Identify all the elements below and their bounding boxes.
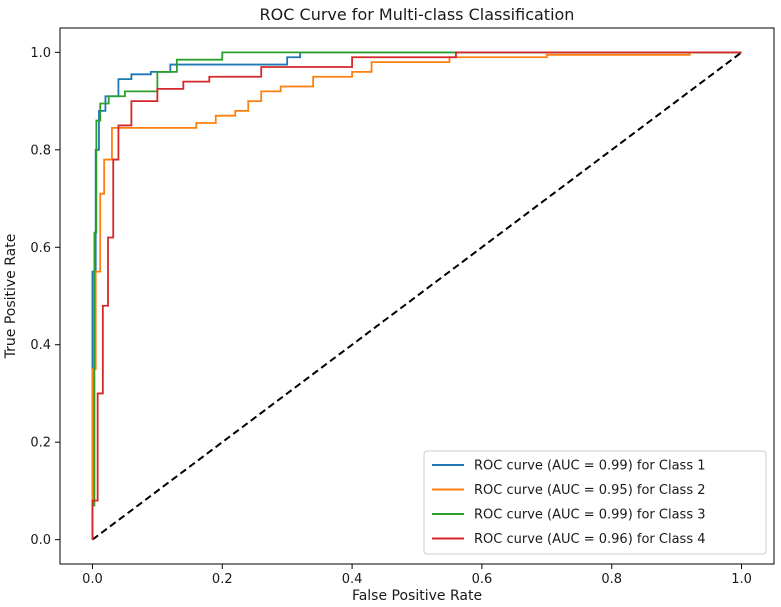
y-tick-label: 0.4 <box>30 338 51 353</box>
y-tick-label: 0.8 <box>30 143 51 158</box>
x-tick-label: 0.4 <box>342 572 363 587</box>
legend: ROC curve (AUC = 0.99) for Class 1 ROC cu… <box>423 450 767 555</box>
chart-title: ROC Curve for Multi-class Classification <box>260 5 575 24</box>
x-tick-label: 0.0 <box>82 572 103 587</box>
y-axis-label: True Positive Rate <box>3 234 19 360</box>
x-axis-label: False Positive Rate <box>352 588 482 604</box>
roc-curve-class-4 <box>91 51 742 540</box>
legend-label-class-3: ROC curve (AUC = 0.99) for Class 3 <box>474 508 706 523</box>
y-tick-label: 0.0 <box>30 533 51 548</box>
x-tick-label: 0.8 <box>601 572 622 587</box>
legend-label-class-2: ROC curve (AUC = 0.95) for Class 2 <box>474 483 706 498</box>
x-tick-label: 1.0 <box>731 572 752 587</box>
legend-box <box>423 450 767 555</box>
x-tick-label: 0.2 <box>212 572 233 587</box>
legend-label-class-1: ROC curve (AUC = 0.99) for Class 1 <box>474 459 706 474</box>
axis-ticks: 0.0 0.2 0.4 0.6 0.8 1.0 0.0 0.2 0.4 0.6 0.8 1.0 <box>30 46 752 587</box>
y-tick-label: 1.0 <box>30 46 51 61</box>
plot-area <box>91 51 743 541</box>
roc-curve-class-2 <box>91 51 742 540</box>
roc-curve-class-3 <box>91 51 742 540</box>
x-tick-label: 0.6 <box>472 572 493 587</box>
legend-label-class-4: ROC curve (AUC = 0.96) for Class 4 <box>474 532 706 547</box>
y-tick-label: 0.6 <box>30 241 51 256</box>
y-tick-label: 0.2 <box>30 436 51 451</box>
diagonal-reference-line <box>91 51 743 541</box>
